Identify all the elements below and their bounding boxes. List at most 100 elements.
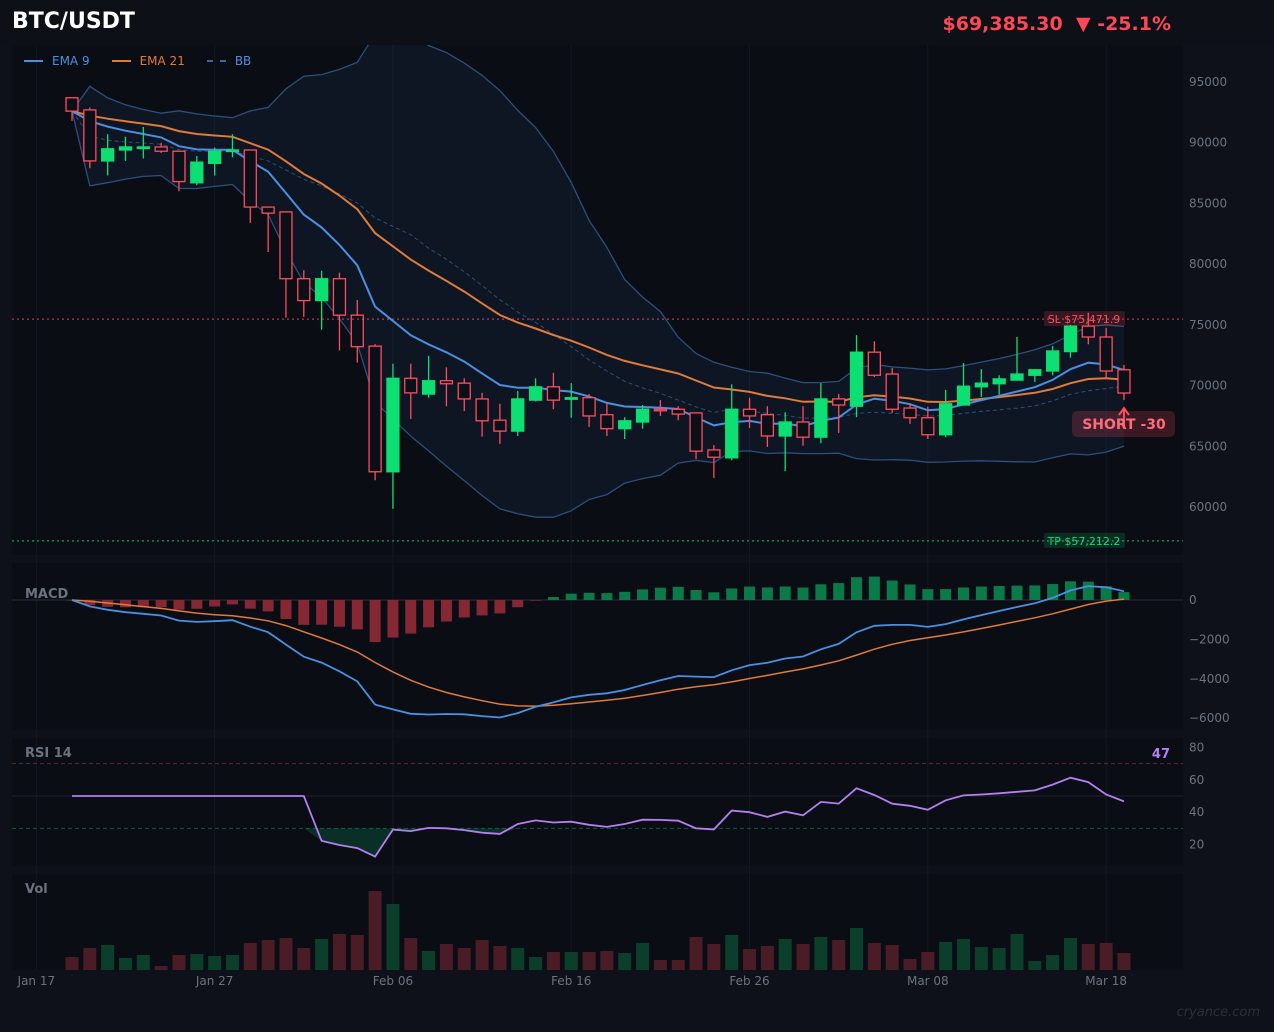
symbol-title: BTC/USDT — [12, 9, 135, 34]
macd-histogram-bar — [512, 600, 524, 608]
candle — [421, 355, 436, 398]
volume-bar — [225, 955, 239, 970]
candle — [725, 384, 739, 461]
macd-histogram-bar — [958, 587, 969, 600]
candle — [956, 363, 971, 406]
price-panel — [12, 45, 1183, 555]
ema21-swatch — [111, 60, 131, 62]
candle — [653, 400, 668, 416]
volume-bar — [1028, 961, 1042, 970]
volume-bar — [546, 952, 560, 970]
candle — [350, 299, 364, 363]
candle-body — [225, 149, 240, 153]
macd-tick-label: −2000 — [1189, 632, 1230, 646]
price-tick-label: 60000 — [1189, 500, 1227, 514]
candle — [475, 392, 489, 437]
volume-bar — [350, 935, 364, 970]
candle-body — [564, 397, 578, 400]
candle — [707, 445, 721, 478]
macd-tick-label: −4000 — [1189, 672, 1230, 686]
volume-bar — [83, 948, 97, 970]
candle-body — [65, 97, 79, 112]
volume-bar — [368, 891, 382, 970]
volume-bar — [1117, 953, 1131, 970]
candle — [457, 378, 471, 412]
legend-ema21[interactable]: EMA 21 — [111, 54, 185, 68]
candle-body — [867, 351, 881, 376]
price-tick-label: 95000 — [1189, 75, 1227, 89]
volume-bar — [760, 946, 774, 970]
candle-body — [118, 146, 133, 151]
date-tick-label: Feb 26 — [729, 974, 769, 988]
volume-bar — [725, 935, 739, 970]
date-tick-label: Mar 08 — [907, 974, 949, 988]
candle — [832, 394, 846, 433]
volume-bar — [564, 952, 578, 970]
macd-histogram-bar — [458, 600, 470, 618]
legend-bb[interactable]: BB — [206, 54, 252, 68]
macd-histogram-bar — [993, 585, 1005, 600]
candle-body — [1081, 325, 1095, 338]
candle-body — [368, 345, 382, 473]
macd-histogram-bar — [387, 600, 399, 638]
candle — [1099, 327, 1113, 379]
candle-body — [796, 421, 810, 438]
macd-histogram-bar — [637, 589, 649, 600]
volume-bar — [65, 957, 79, 970]
macd-histogram-bar — [530, 600, 542, 601]
legend-label: EMA 21 — [139, 54, 185, 68]
candle — [439, 367, 454, 407]
candle-body — [725, 408, 739, 459]
candle-body — [618, 420, 632, 430]
macd-histogram-bar — [209, 600, 221, 607]
candle-body — [903, 407, 917, 419]
candle-body — [885, 373, 899, 410]
rsi-tick-label: 60 — [1189, 773, 1204, 787]
macd-histogram-bar — [672, 586, 684, 600]
candle — [528, 378, 543, 402]
volume-bar — [511, 948, 525, 970]
volume-bar — [493, 946, 507, 970]
bb-swatch — [206, 60, 226, 62]
candle-body — [778, 421, 792, 437]
candle-body — [582, 397, 596, 417]
candle — [546, 372, 561, 410]
candle — [493, 403, 507, 444]
candle — [903, 403, 917, 424]
candle-body — [939, 403, 953, 436]
macd-histogram-bar — [583, 592, 595, 600]
candle — [582, 394, 596, 427]
date-tick-label: Jan 27 — [195, 974, 234, 988]
candle — [1081, 312, 1095, 345]
candle-body — [707, 449, 721, 458]
watermark: cryance.com — [1176, 1005, 1260, 1020]
macd-histogram-bar — [744, 586, 756, 600]
volume-bar — [154, 966, 168, 970]
legend-ema9[interactable]: EMA 9 — [24, 54, 90, 68]
candle — [314, 270, 329, 330]
candle — [742, 397, 757, 429]
candle — [83, 107, 97, 169]
candle — [279, 211, 293, 318]
legend-label: EMA 9 — [52, 54, 90, 68]
volume-bar — [136, 955, 150, 970]
bb-upper-line — [71, 45, 1125, 384]
rsi-current-value: 47 — [1152, 747, 1170, 762]
volume-bar — [600, 951, 614, 970]
volume-bar — [404, 938, 418, 970]
legend-label: BB — [234, 54, 252, 68]
macd-histogram-bar — [726, 588, 738, 600]
candle-body — [350, 314, 364, 348]
candle-body — [386, 377, 400, 473]
macd-histogram-bar — [316, 600, 328, 625]
macd-histogram-bar — [1047, 584, 1059, 600]
candle — [689, 412, 703, 460]
volume-bar — [243, 943, 257, 970]
candle — [635, 405, 650, 429]
volume-bar — [261, 940, 275, 970]
volume-bar — [332, 934, 346, 970]
candle-body — [653, 408, 668, 412]
rsi-tick-label: 20 — [1189, 838, 1204, 852]
price-tick-label: 80000 — [1189, 257, 1227, 271]
